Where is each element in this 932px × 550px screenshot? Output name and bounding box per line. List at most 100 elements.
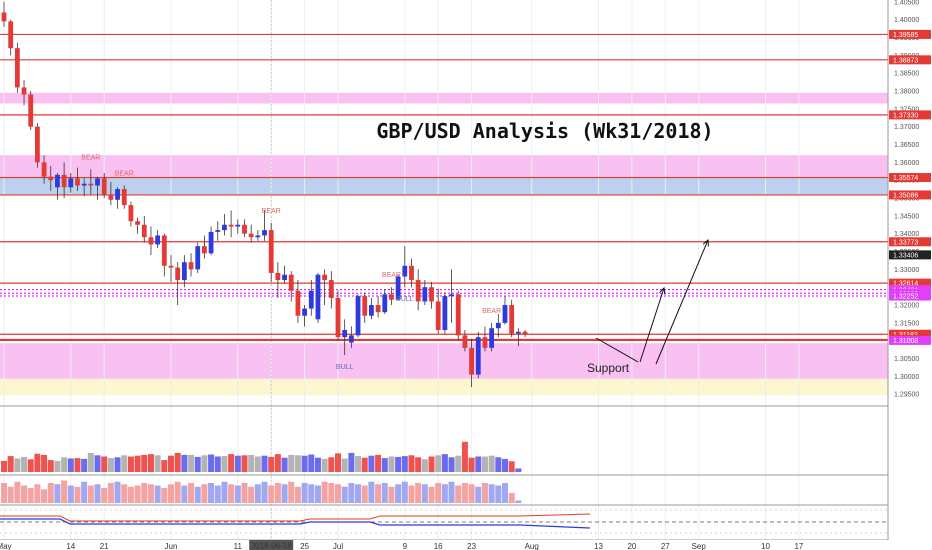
candle-body [141, 224, 147, 238]
time-tick-label: Jun [165, 542, 178, 550]
time-tick-label: 13 [594, 542, 603, 550]
bear-signal-label: BEAR [115, 171, 134, 178]
indicator-bar [174, 481, 181, 503]
indicator-bar [168, 484, 174, 503]
candle-body [282, 274, 287, 281]
candle-body [181, 262, 187, 281]
level-label-text: 1.32252 [893, 294, 918, 301]
indicator-bar [241, 483, 248, 503]
volume-bar [21, 456, 28, 472]
price-tick-label: 1.36500 [894, 142, 919, 149]
volume-bar [27, 459, 34, 472]
indicator-bar [41, 489, 48, 503]
indicator-bar [428, 486, 435, 503]
indicator-bar [114, 481, 121, 503]
candle-body [202, 246, 207, 254]
candle-body [215, 230, 221, 232]
indicator-bar [475, 486, 482, 503]
volume-bar [61, 457, 68, 472]
volume-bar [288, 454, 295, 472]
volume-bar [181, 454, 188, 472]
volume-bar [134, 455, 141, 472]
candle-body [255, 235, 261, 238]
volume-bar [408, 455, 415, 472]
indicator-bar [421, 484, 428, 503]
crosshair-date-box [249, 540, 294, 550]
level-label-box [889, 329, 931, 339]
indicator-bar [228, 484, 235, 503]
chart-title: GBP/USD Analysis (Wk31/2018) [376, 119, 713, 143]
indicator-bar [1, 483, 7, 503]
support-arrow [595, 337, 639, 363]
zone-band [0, 378, 888, 396]
bear-signal-label: BEAR [262, 208, 281, 215]
volume-bar [241, 455, 248, 472]
candle-body [462, 335, 468, 348]
time-tick-label: 25 [300, 542, 309, 550]
price-tick-label: 1.37000 [894, 124, 919, 131]
candle-body [429, 287, 434, 302]
volume-bar [308, 454, 315, 472]
volume-bar [502, 458, 508, 472]
volume-bar [188, 454, 195, 472]
volume-bar [234, 455, 241, 472]
indicator-bar [461, 483, 468, 503]
volume-bar [114, 457, 121, 472]
time-tick-label: Jul [333, 542, 343, 550]
candle-body [55, 174, 60, 188]
indicator-bar [154, 485, 161, 503]
volume-bar [168, 455, 174, 472]
volume-bar [34, 453, 41, 472]
candle-body [61, 174, 67, 188]
indicator-bar [34, 484, 41, 503]
candle-body [369, 305, 374, 316]
indicator-bar [335, 484, 341, 503]
indicator-bar [261, 481, 268, 503]
indicator-bar [314, 485, 321, 503]
candle-body [195, 246, 201, 270]
volume-bar [294, 455, 301, 472]
candle-body [322, 274, 328, 281]
level-label-text: 1.33406 [893, 252, 918, 259]
zone-band [0, 92, 888, 104]
volume-bar [94, 455, 101, 472]
volume-bar [101, 456, 108, 472]
time-tick-label: 17 [794, 542, 803, 550]
candle-body [48, 176, 54, 181]
volume-bar [214, 456, 221, 472]
volume-bar [208, 454, 215, 472]
indicator-bar [328, 483, 335, 503]
volume-bar [388, 456, 395, 472]
candle-body [315, 274, 321, 320]
indicator-bar [301, 483, 308, 503]
candle-body [362, 296, 368, 316]
indicator-line-blue [0, 518, 591, 529]
candle-body [8, 21, 14, 49]
price-tick-label: 1.36000 [894, 160, 919, 167]
indicator-bar [341, 486, 348, 503]
price-tick-label: 1.30500 [894, 356, 919, 363]
crosshair-date-label: 2018-06-18 [251, 542, 292, 550]
indicator-bar [441, 484, 448, 503]
candle-body [469, 347, 474, 375]
volume-bar [161, 460, 168, 472]
indicator-bar [201, 484, 208, 503]
candle-body [115, 189, 120, 200]
indicator-bar [147, 484, 154, 503]
indicator-bar [368, 481, 375, 503]
indicator-bar [268, 485, 275, 503]
candle-body [161, 235, 167, 266]
indicator-bar [388, 486, 395, 503]
candle-body [475, 337, 481, 375]
candle-body [95, 178, 100, 186]
candle-body [188, 262, 194, 270]
volume-bar [14, 458, 21, 472]
indicator-bar [488, 484, 495, 503]
price-tick-label: 1.38000 [894, 88, 919, 95]
price-axis-bg [888, 0, 932, 550]
volume-bar [375, 454, 382, 472]
level-label-text: 1.37330 [893, 112, 918, 119]
volume-bar [335, 453, 341, 472]
